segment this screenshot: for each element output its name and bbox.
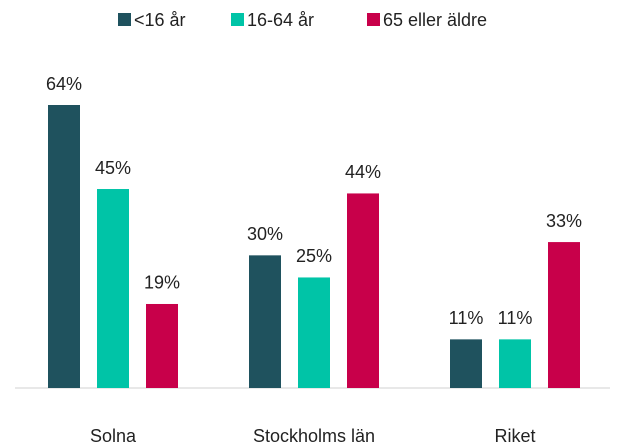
bar <box>298 277 330 388</box>
legend-label: <16 år <box>134 10 186 30</box>
bar <box>450 339 482 388</box>
legend-label: 16-64 år <box>247 10 314 30</box>
value-label: 11% <box>449 308 484 328</box>
bar <box>48 105 80 388</box>
legend-swatch <box>118 13 131 26</box>
legend-label: 65 eller äldre <box>383 10 487 30</box>
bar <box>146 303 178 388</box>
x-tick-label: Solna <box>90 426 137 446</box>
value-label: 33% <box>546 211 582 231</box>
value-label: 64% <box>46 74 82 94</box>
bar <box>499 339 531 388</box>
value-label: 19% <box>144 273 180 293</box>
legend-swatch <box>231 13 244 26</box>
value-label: 25% <box>296 246 332 266</box>
x-tick-label: Riket <box>494 426 535 446</box>
value-label: 44% <box>345 162 381 182</box>
bar <box>97 189 129 388</box>
bar <box>347 193 379 388</box>
value-label: 45% <box>95 158 131 178</box>
x-tick-label: Stockholms län <box>253 426 375 446</box>
bar <box>249 255 281 388</box>
legend-swatch <box>367 13 380 26</box>
value-label: 11% <box>498 308 533 328</box>
value-label: 30% <box>247 224 283 244</box>
bar <box>548 242 580 388</box>
